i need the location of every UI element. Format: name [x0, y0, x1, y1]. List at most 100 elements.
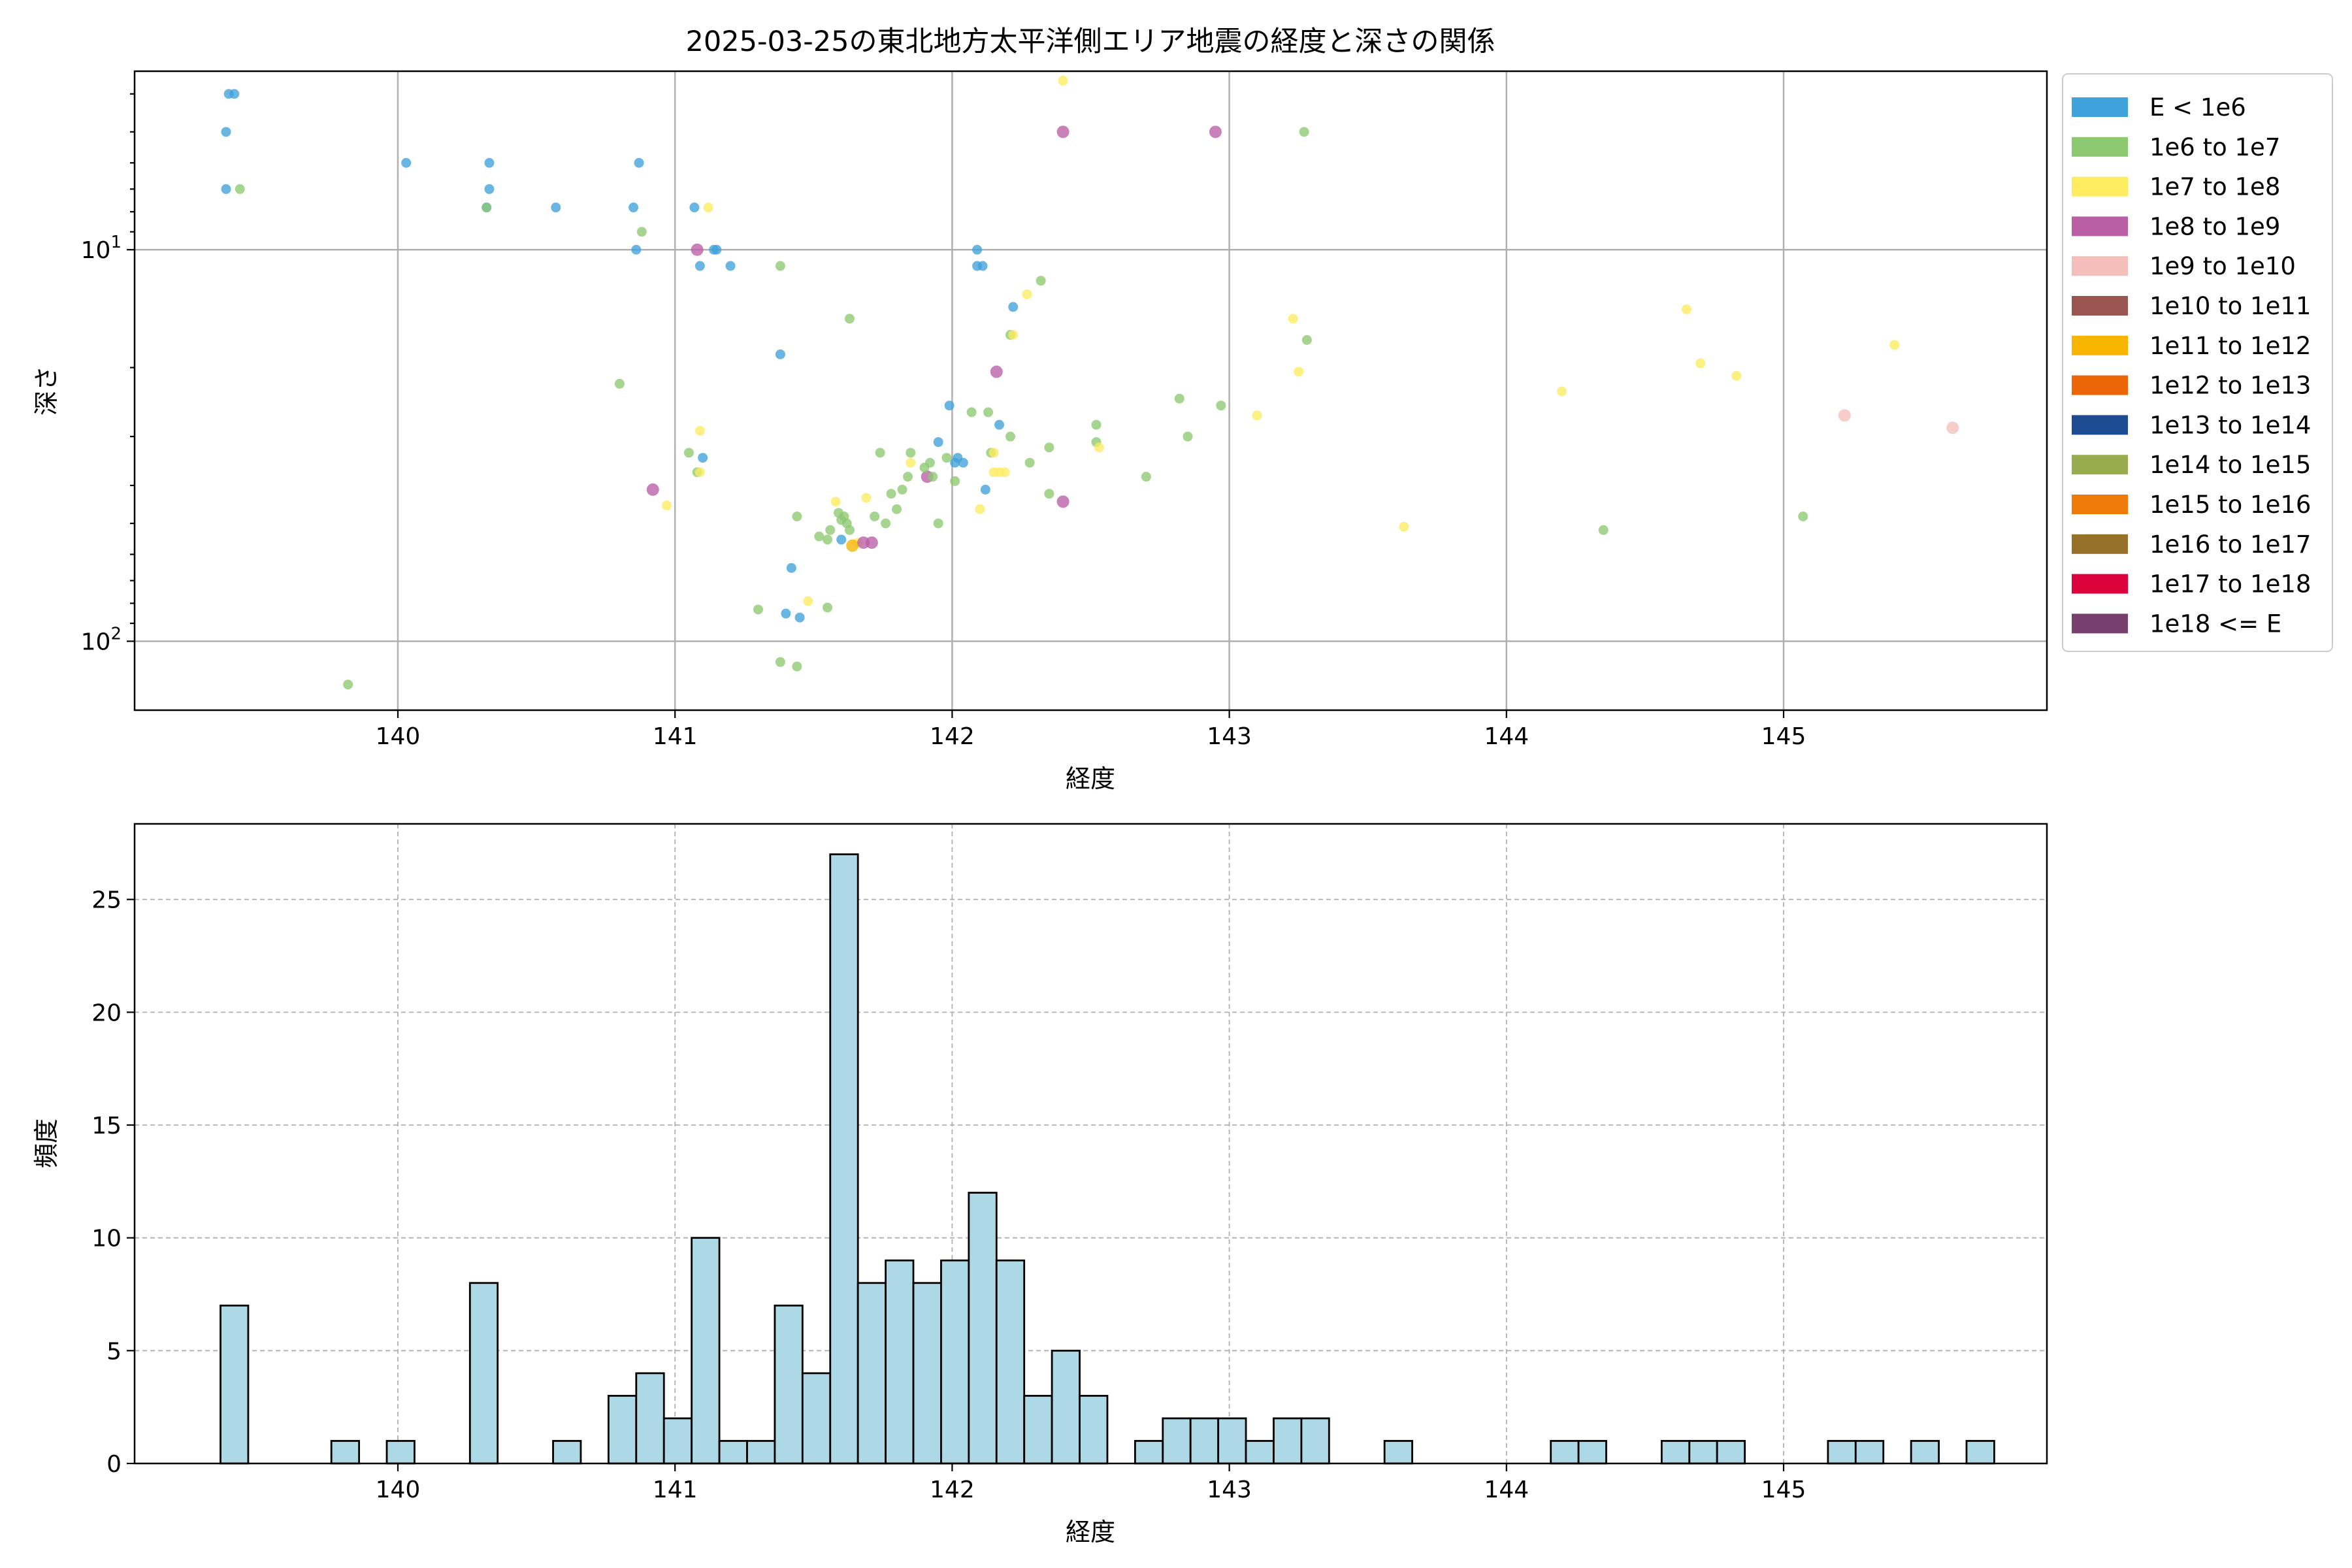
histogram-bar — [385, 1440, 416, 1465]
scatter-point — [1091, 419, 1102, 430]
scatter-point — [1056, 495, 1070, 508]
scatter-point — [897, 484, 907, 495]
scatter-point — [1288, 314, 1298, 324]
histogram-bar — [1383, 1440, 1413, 1465]
scatter-point — [221, 127, 231, 137]
legend: E < 1e6 1e6 to 1e7 1e7 to 1e8 1e8 to 1e9 1e9… — [2062, 73, 2333, 652]
legend-swatch — [2072, 137, 2128, 157]
scatter-point — [646, 483, 659, 496]
legend-swatch — [2072, 97, 2128, 117]
scatter-point — [689, 203, 700, 213]
scatter-point — [941, 453, 952, 463]
tick-exponent: 1 — [110, 233, 122, 252]
scatter-point — [994, 419, 1005, 430]
scatter-point — [401, 157, 412, 168]
histogram-bar — [1189, 1417, 1220, 1465]
scatter-point — [844, 525, 855, 535]
histogram-bar — [635, 1372, 665, 1465]
scatter-point — [1058, 75, 1068, 86]
legend-label: 1e17 to 1e18 — [2149, 570, 2311, 598]
histogram-bar — [468, 1282, 499, 1465]
scatter-point — [775, 261, 785, 271]
histogram-x-tick-label: 144 — [1484, 1477, 1529, 1503]
histogram-bar — [1162, 1417, 1192, 1465]
histogram-bar — [1688, 1440, 1718, 1465]
scatter-point — [1731, 370, 1742, 381]
scatter-point — [1044, 489, 1054, 499]
scatter-x-tick-label: 141 — [653, 723, 698, 750]
legend-swatch — [2072, 534, 2128, 554]
histogram-bar — [885, 1259, 915, 1465]
scatter-point — [753, 604, 763, 615]
scatter-point — [1889, 340, 1900, 350]
scatter-y-tick-label: 102 — [81, 624, 122, 655]
scatter-point — [886, 489, 896, 499]
scatter-point — [229, 89, 240, 99]
histogram-bar — [829, 853, 859, 1465]
scatter-point — [1798, 511, 1808, 521]
scatter-point — [933, 518, 943, 529]
scatter-point — [691, 243, 704, 256]
scatter-point — [823, 602, 833, 613]
scatter-point — [846, 539, 859, 552]
scatter-point — [892, 504, 902, 514]
legend-swatch — [2072, 495, 2128, 514]
scatter-point — [1294, 367, 1304, 377]
scatter-point — [636, 227, 647, 237]
scatter-point — [1838, 409, 1851, 422]
histogram-bar — [940, 1259, 970, 1465]
histogram-bar — [718, 1440, 748, 1465]
legend-label: 1e14 to 1e15 — [2149, 451, 2311, 479]
scatter-point — [614, 378, 625, 389]
scatter-point — [1056, 125, 1070, 139]
scatter-points — [221, 75, 1959, 690]
scatter-point — [990, 365, 1003, 378]
scatter-point — [836, 534, 847, 545]
scatter-point — [875, 448, 885, 458]
scatter-point — [906, 457, 916, 468]
scatter-point — [661, 500, 672, 511]
scatter-point — [1399, 521, 1409, 532]
scatter-point — [1000, 467, 1010, 478]
scatter-point — [1695, 358, 1706, 368]
scatter-point — [698, 453, 708, 463]
legend-label: 1e10 to 1e11 — [2149, 292, 2311, 320]
legend-label: 1e13 to 1e14 — [2149, 411, 2311, 439]
scatter-point — [988, 448, 999, 458]
scatter-point — [975, 504, 985, 514]
legend-label: 1e18 <= E — [2149, 610, 2281, 638]
scatter-point — [1044, 442, 1054, 453]
histogram-bar — [1134, 1440, 1164, 1465]
scatter-point — [1209, 125, 1222, 139]
scatter-point — [343, 679, 353, 690]
histogram-bar — [1716, 1440, 1746, 1465]
scatter-point — [870, 511, 880, 521]
scatter-point — [861, 493, 872, 503]
legend-swatch — [2072, 574, 2128, 594]
scatter-point — [823, 534, 833, 545]
scatter-point — [683, 448, 694, 458]
histogram-bar — [662, 1417, 693, 1465]
scatter-point — [1216, 400, 1226, 411]
histogram-bar — [1550, 1440, 1580, 1465]
histogram-bar — [330, 1440, 361, 1465]
scatter-point — [1946, 421, 1959, 434]
scatter-point — [1024, 457, 1035, 468]
scatter-point — [972, 244, 983, 255]
histogram-x-tick-label: 145 — [1761, 1477, 1806, 1503]
scatter-grid — [135, 71, 2047, 710]
scatter-point — [1598, 525, 1609, 535]
histogram-bar — [552, 1440, 582, 1465]
histogram-x-axis-label: 経度 — [1066, 1518, 1115, 1546]
scatter-point — [1252, 410, 1262, 421]
scatter-y-axis-label: 深さ — [32, 366, 61, 416]
histogram-x-tick-label: 143 — [1207, 1477, 1252, 1503]
scatter-point — [865, 536, 878, 549]
histogram-bar — [1051, 1349, 1081, 1465]
scatter-point — [634, 157, 644, 168]
scatter-point — [631, 244, 642, 255]
legend-swatch — [2072, 455, 2128, 475]
scatter-point — [694, 425, 705, 436]
scatter-point — [221, 184, 231, 194]
